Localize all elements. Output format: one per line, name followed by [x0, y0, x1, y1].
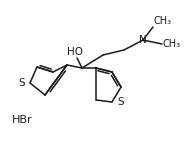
Text: HBr: HBr [12, 115, 33, 125]
Text: CH₃: CH₃ [163, 39, 181, 49]
Text: HO: HO [67, 47, 83, 57]
Text: S: S [117, 97, 124, 107]
Text: N: N [139, 35, 147, 45]
Text: S: S [18, 78, 25, 88]
Text: CH₃: CH₃ [154, 16, 172, 26]
